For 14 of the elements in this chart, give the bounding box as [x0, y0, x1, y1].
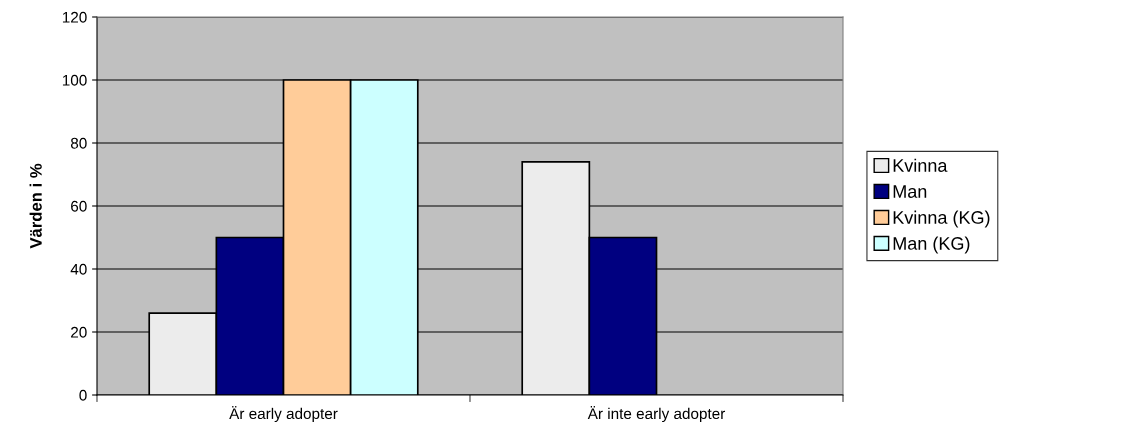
y-tick-label: 100	[62, 74, 87, 86]
y-tick-label: 0	[79, 389, 87, 401]
x-tick-label: Är early adopter	[229, 406, 338, 423]
legend-label: Man	[893, 185, 927, 198]
y-tick-label: 40	[70, 263, 87, 275]
y-axis-title: Värden i %	[29, 163, 42, 249]
legend-label: Kvinna	[893, 158, 948, 172]
legend-label: Man (KG)	[893, 236, 970, 254]
legend-label: Kvinna (KG)	[893, 210, 990, 228]
y-tick-label: 120	[62, 11, 87, 23]
y-tick-label: 60	[71, 200, 87, 212]
y-tick-label: 80	[70, 137, 87, 149]
x-tick-label: Är inte early adopter	[587, 406, 726, 423]
y-tick-label: 20	[71, 326, 87, 338]
